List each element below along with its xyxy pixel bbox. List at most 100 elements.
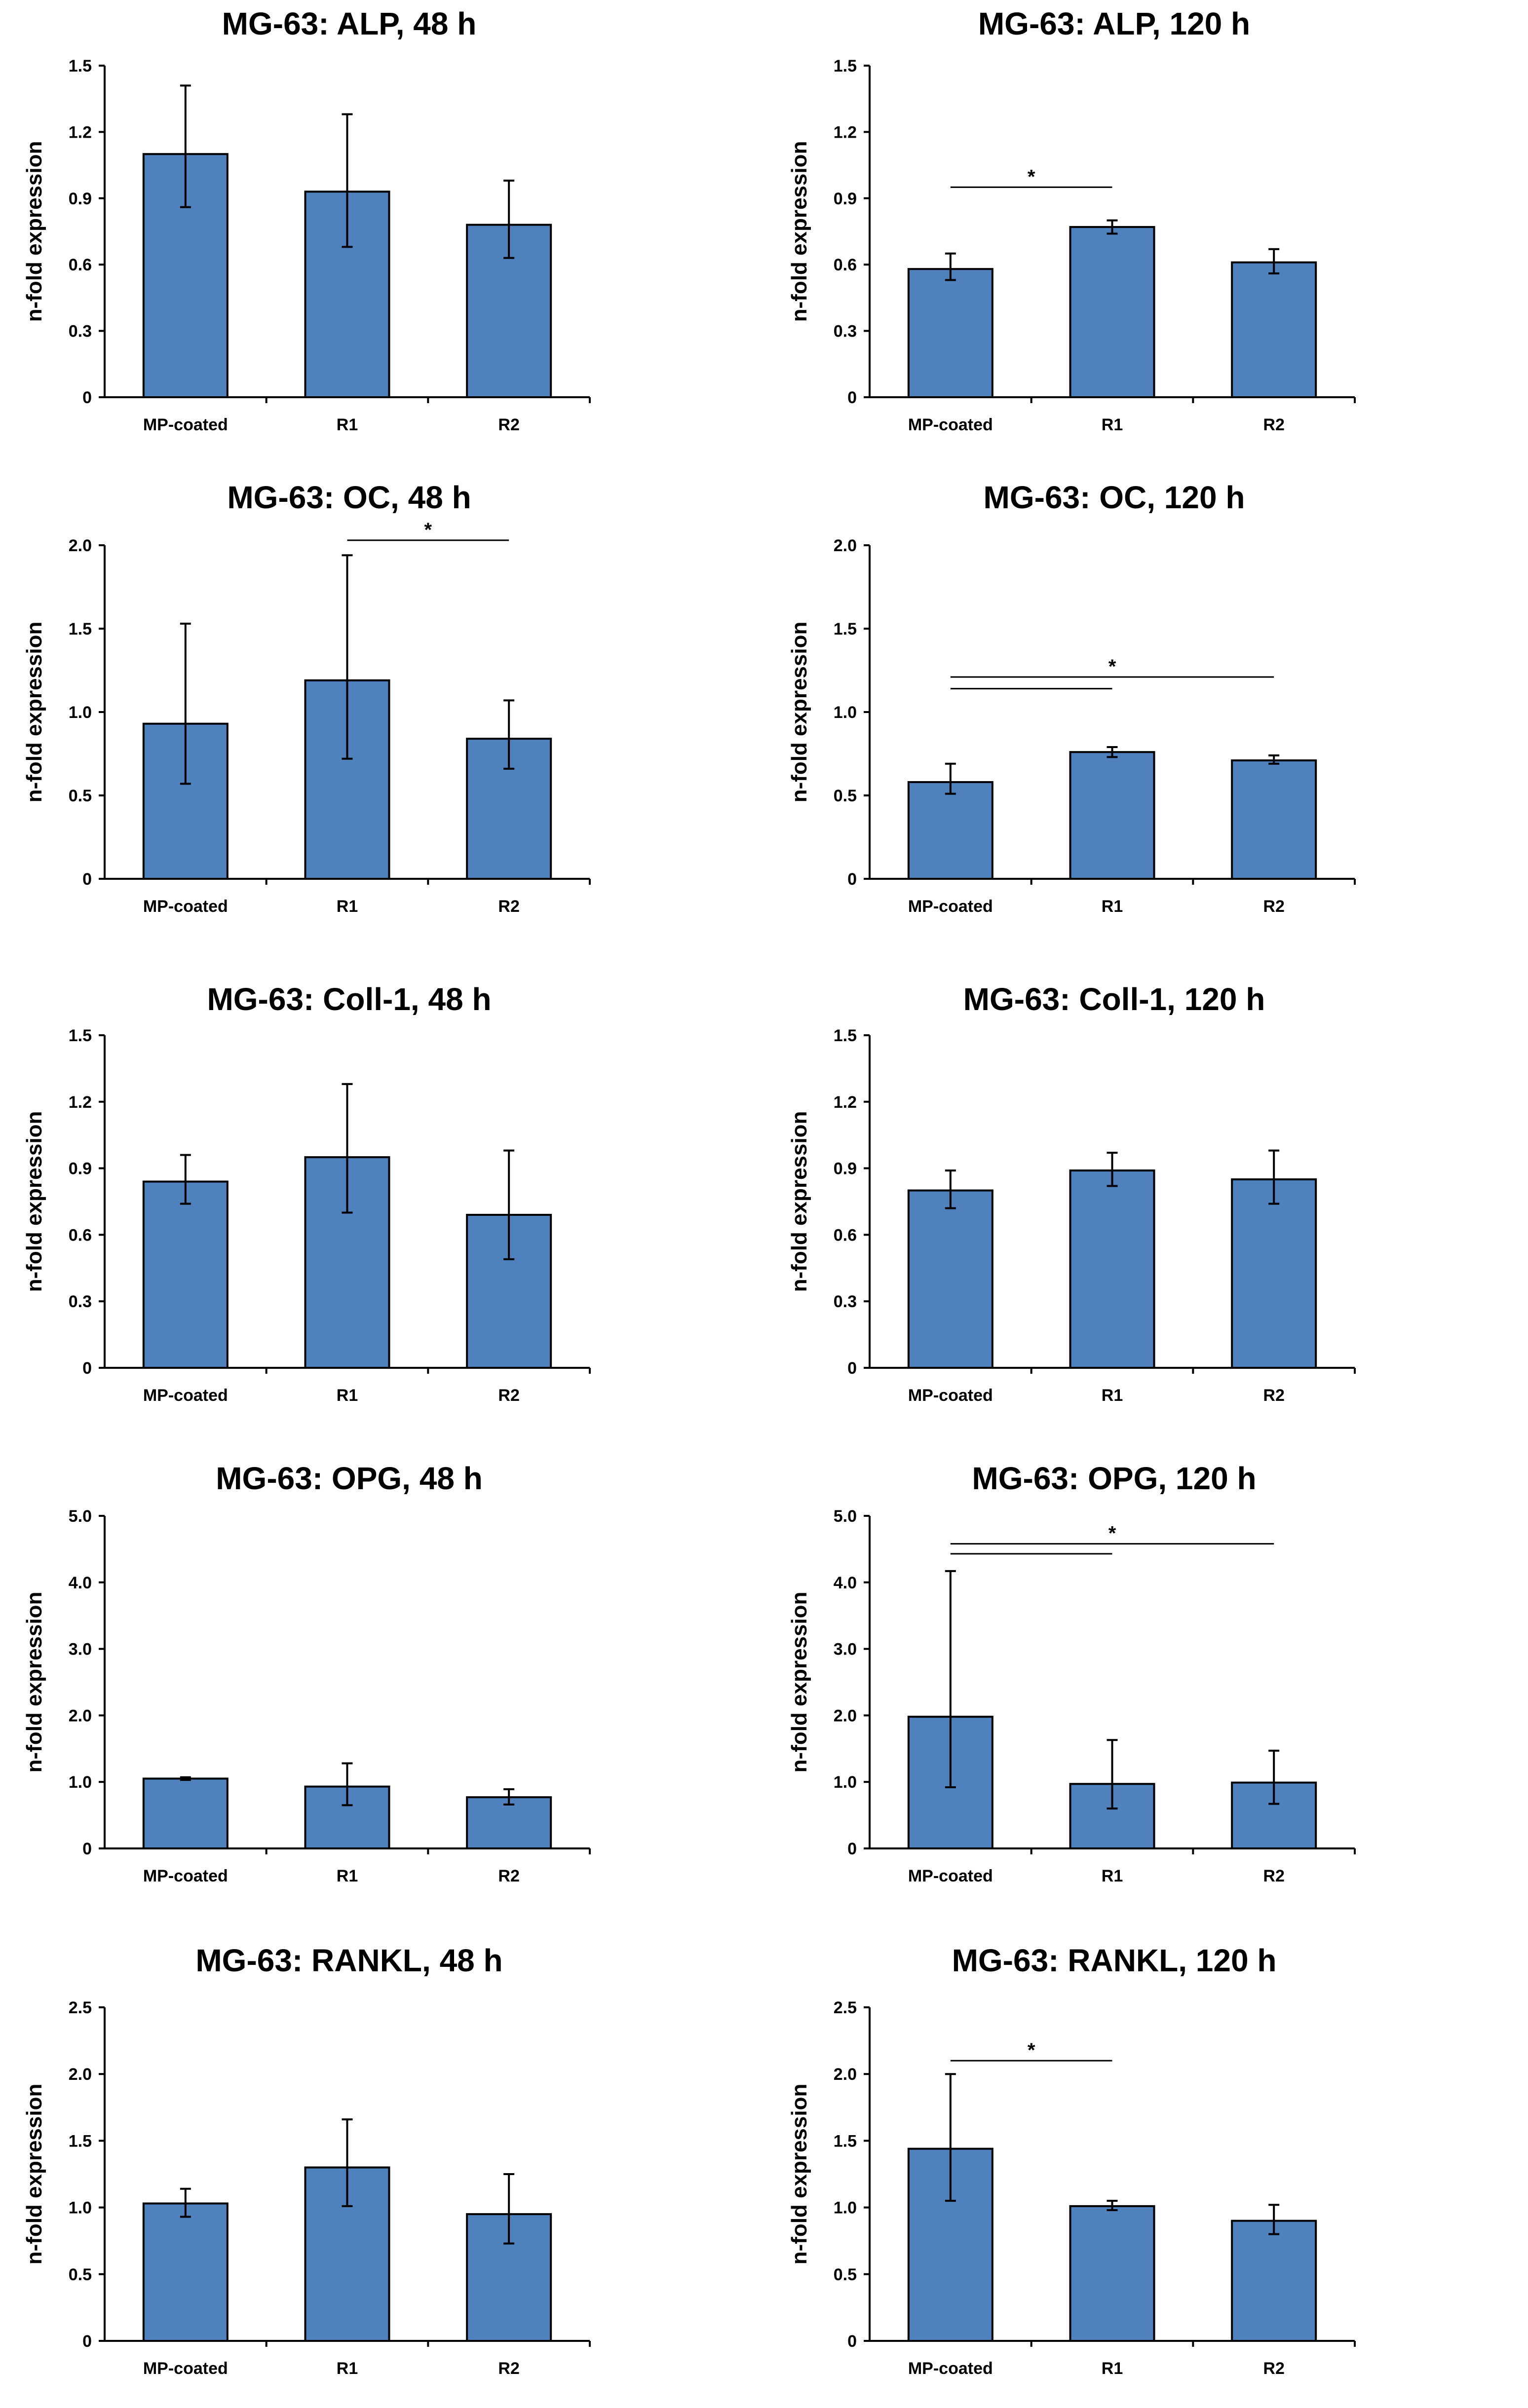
y-axis-label: n-fold expression [22,2084,46,2265]
x-tick-label: MP-coated [143,415,228,434]
chart-panel-1: MG-63: ALP, 48 h n-fold expression 0 0.3 0.6… [22,6,591,434]
y-tick-label: 1.5 [69,2132,92,2150]
significance-marker: * [1028,2039,1035,2061]
y-tick-label: 1.5 [69,620,92,639]
chart-title: MG-63: Coll-1, 120 h [963,981,1265,1017]
y-tick-label: 1.2 [834,1093,857,1112]
chart-title: MG-63: OC, 120 h [984,480,1245,515]
y-tick-label: 0 [82,870,92,889]
x-tick-label: R1 [337,415,358,434]
y-tick-label: 0 [82,2332,92,2351]
bar [1069,751,1155,880]
y-tick-label: 1.0 [834,703,857,722]
y-tick-label: 1.5 [834,620,857,639]
y-tick-label: 1.0 [834,1773,857,1792]
chart-panel-3: MG-63: OC, 48 h n-fold expression 0 0.5 1.0 1… [22,480,591,916]
y-tick-label: 0 [847,1359,857,1378]
x-tick-label: R2 [1263,415,1284,434]
x-tick-label: MP-coated [908,1386,993,1405]
chart-panel-8: MG-63: OPG, 120 h n-fold expression 0 1.0 2.… [787,1461,1356,1885]
y-axis-label: n-fold expression [22,622,46,803]
bar [907,1189,993,1369]
y-tick-label: 1.5 [834,2132,857,2150]
y-tick-label: 2.0 [834,1706,857,1725]
x-tick-label: R2 [1263,897,1284,916]
bar [1069,2205,1155,2342]
x-tick-label: R2 [498,2359,519,2378]
x-tick-label: R2 [498,1386,519,1405]
y-tick-label: 0.6 [834,256,857,274]
x-tick-label: R2 [498,415,519,434]
y-tick-label: 1.2 [69,1093,92,1112]
y-tick-label: 2.0 [834,536,857,555]
y-tick-label: 2.5 [69,1998,92,2017]
y-tick-label: 0.6 [69,256,92,274]
x-tick-label: MP-coated [908,1867,993,1885]
chart-title: MG-63: RANKL, 48 h [195,1943,502,1978]
x-tick-label: R1 [337,1386,358,1405]
y-tick-label: 0.3 [834,1292,857,1311]
chart-panel-10: MG-63: RANKL, 120 h n-fold expression 0 0.5… [787,1943,1356,2378]
bar [304,1785,390,1849]
x-tick-label: MP-coated [143,897,228,916]
significance-marker: * [1028,166,1035,188]
y-tick-label: 0.5 [69,787,92,805]
chart-title: MG-63: RANKL, 120 h [952,1943,1277,1978]
x-tick-label: R2 [1263,1867,1284,1885]
chart-panel-2: MG-63: ALP, 120 h n-fold expression 0 0.3 0.… [787,6,1356,434]
y-tick-label: 0.5 [834,787,857,805]
y-tick-label: 0.6 [69,1226,92,1244]
y-tick-label: 1.0 [69,2199,92,2218]
bar [1231,1178,1317,1369]
x-tick-label: R1 [1102,897,1123,916]
y-tick-label: 5.0 [69,1507,92,1526]
bar [1231,261,1317,398]
y-tick-label: 2.0 [69,536,92,555]
y-axis-label: n-fold expression [22,141,46,322]
bar [907,268,993,398]
bar [142,1777,229,1849]
y-tick-label: 0 [82,1840,92,1858]
chart-title: MG-63: ALP, 120 h [978,6,1250,41]
y-axis-label: n-fold expression [787,622,811,803]
y-tick-label: 0.3 [834,322,857,341]
x-tick-label: R1 [1102,1867,1123,1885]
y-tick-label: 1.2 [69,123,92,142]
x-tick-label: R2 [1263,1386,1284,1405]
x-tick-label: R1 [1102,415,1123,434]
y-tick-label: 4.0 [69,1574,92,1592]
y-tick-label: 2.0 [69,1706,92,1725]
y-tick-label: 0.9 [834,189,857,208]
chart-panel-9: MG-63: RANKL, 48 h n-fold expression 0 0.5 1… [22,1943,591,2378]
x-tick-label: MP-coated [143,1386,228,1405]
significance-marker: * [424,519,432,541]
y-tick-label: 1.2 [834,123,857,142]
y-tick-label: 1.5 [69,1026,92,1045]
x-tick-label: MP-coated [908,2359,993,2378]
x-tick-label: R1 [337,897,358,916]
significance-marker: * [1108,656,1116,677]
y-tick-label: 1.5 [69,57,92,75]
y-tick-label: 1.5 [834,1026,857,1045]
x-tick-label: R2 [498,1867,519,1885]
y-tick-label: 0 [847,388,857,407]
y-axis-label: n-fold expression [22,1592,46,1773]
y-tick-label: 2.0 [834,2065,857,2084]
y-axis-label: n-fold expression [787,1111,811,1292]
chart-title: MG-63: Coll-1, 48 h [207,981,491,1017]
y-axis-label: n-fold expression [787,2084,811,2265]
x-tick-label: R1 [337,2359,358,2378]
y-axis-label: n-fold expression [787,141,811,322]
y-tick-label: 1.0 [69,1773,92,1792]
chart-panel-4: MG-63: OC, 120 h n-fold expression 0 0.5 1.0… [787,480,1356,916]
x-tick-label: MP-coated [143,2359,228,2378]
y-tick-label: 0 [82,1359,92,1378]
bar [466,1796,552,1850]
y-tick-label: 0.3 [69,1292,92,1311]
y-tick-label: 2.5 [834,1998,857,2017]
y-tick-label: 0.5 [834,2265,857,2284]
chart-panel-6: MG-63: Coll-1, 120 h n-fold expression 0 0.… [787,981,1356,1405]
y-tick-label: 1.0 [834,2199,857,2218]
x-tick-label: R1 [337,1867,358,1885]
